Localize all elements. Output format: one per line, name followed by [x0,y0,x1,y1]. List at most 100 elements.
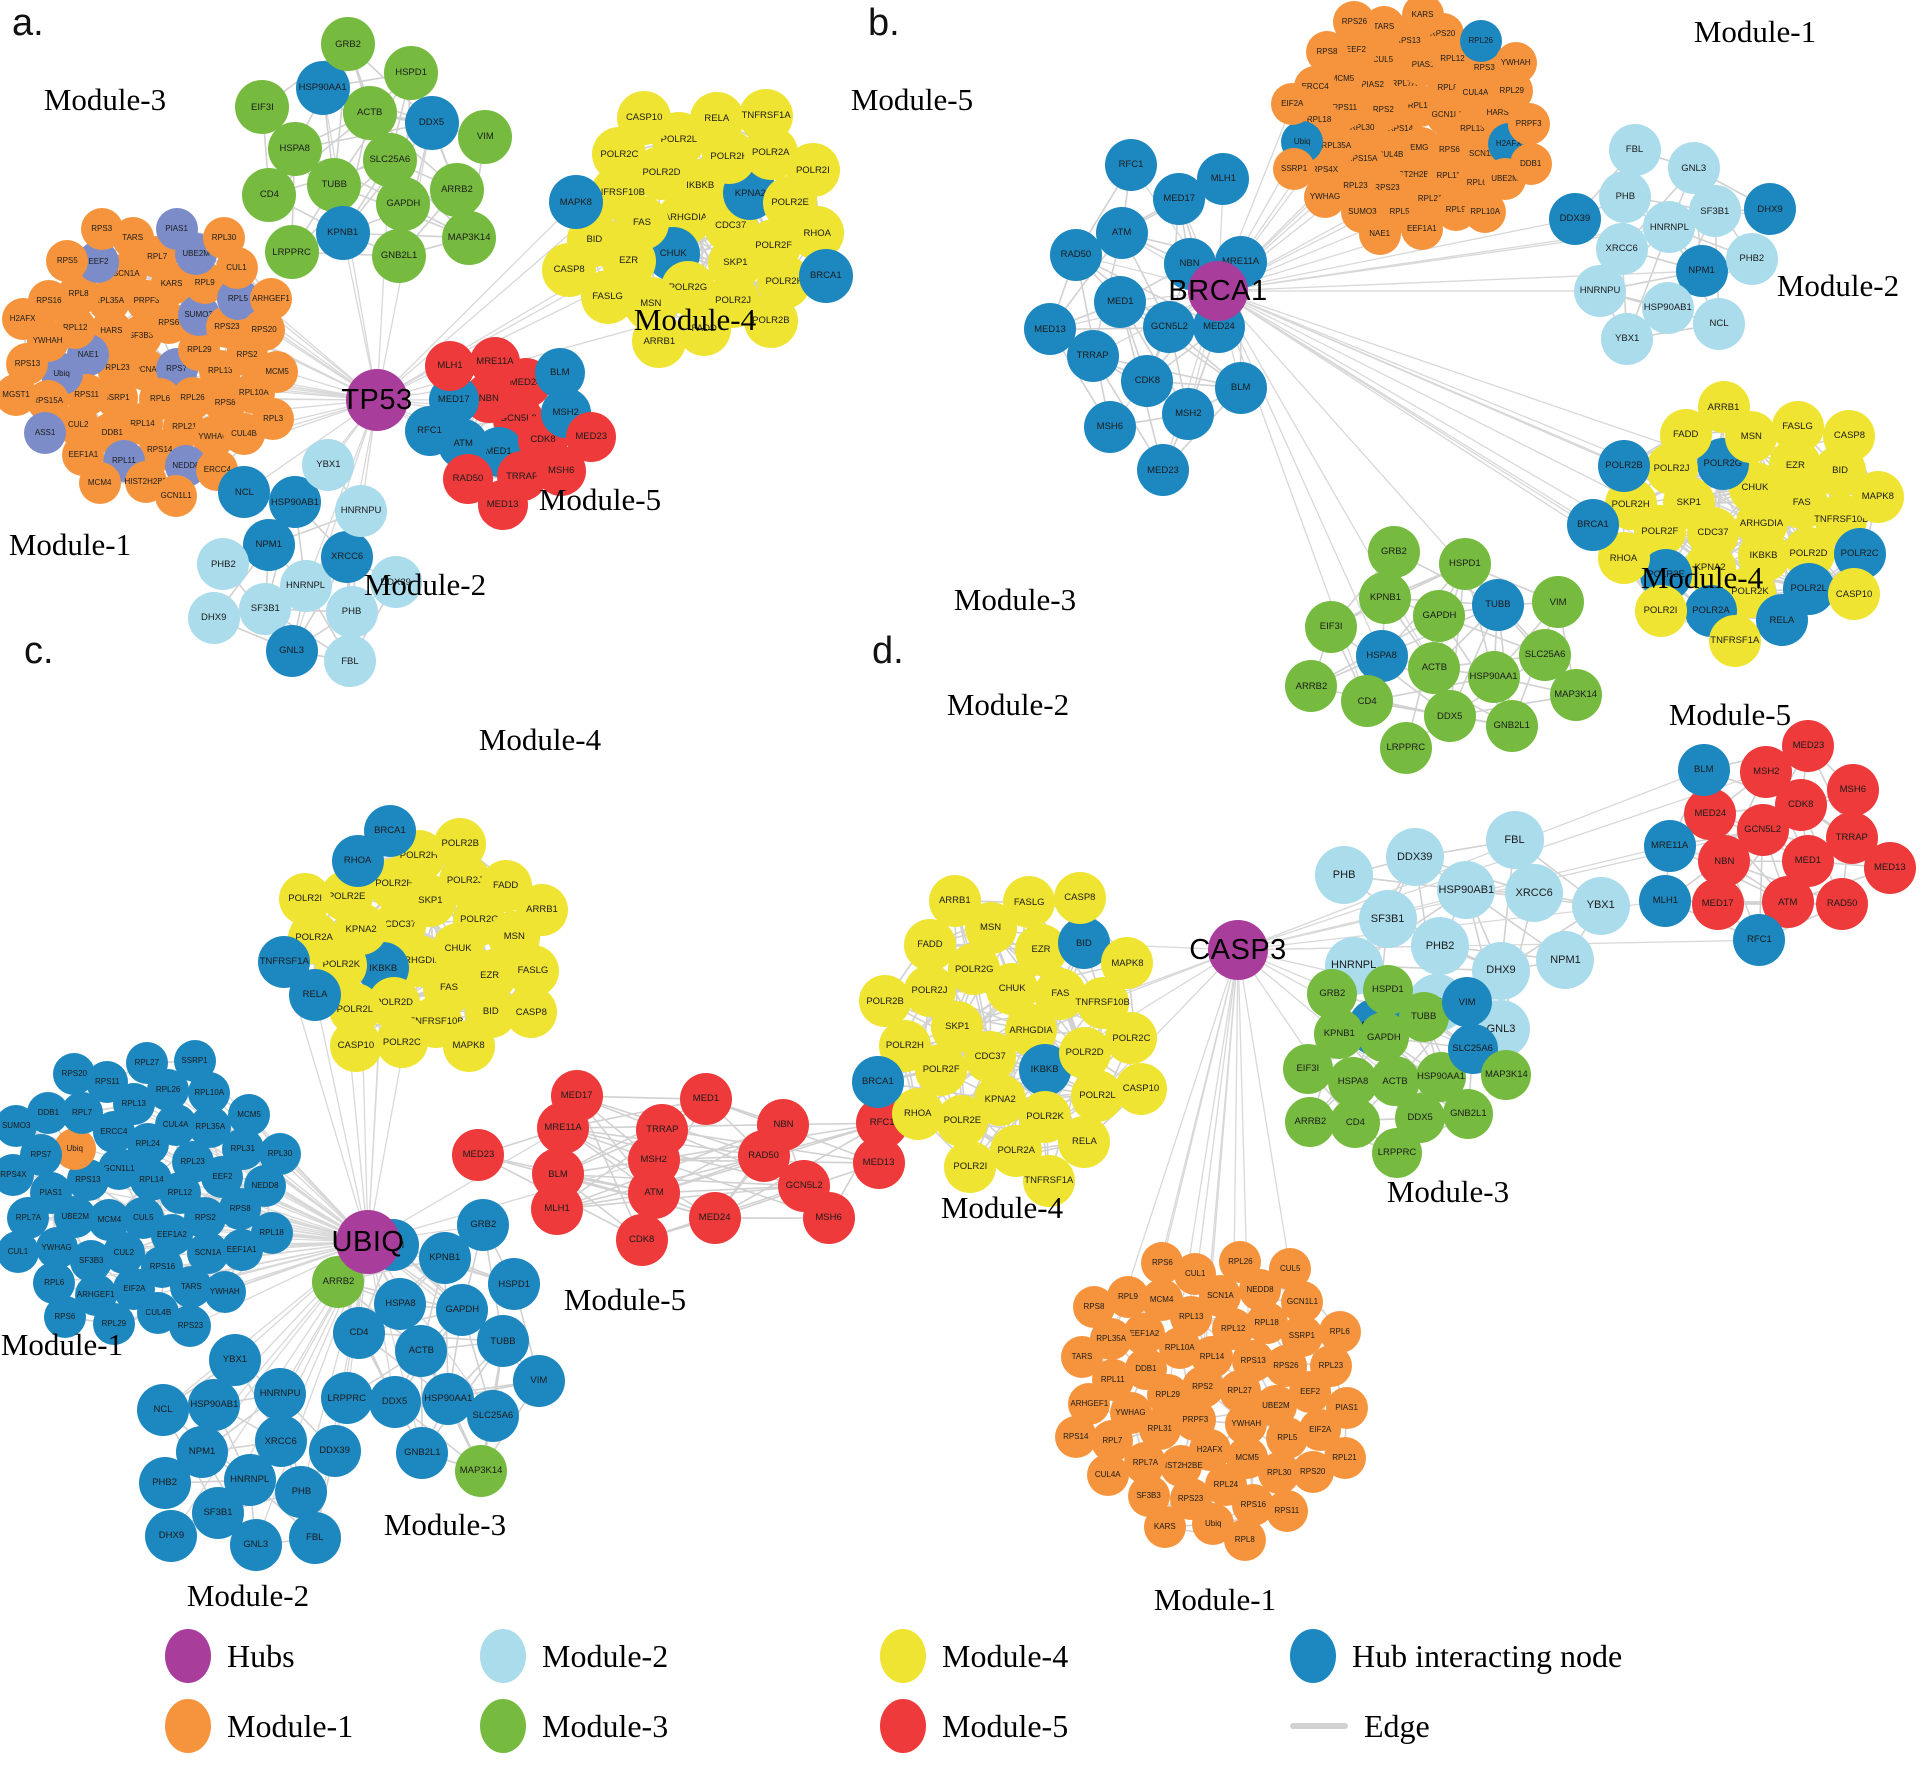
node-Ubiq[interactable]: Ubiq [1192,1503,1235,1546]
node-TRRAP[interactable]: TRRAP [1066,329,1119,382]
node-RPL8[interactable]: RPL8 [1223,1519,1266,1561]
node-ARRB2[interactable]: ARRB2 [312,1255,365,1308]
node-CASP8[interactable]: CASP8 [542,242,597,297]
node-PHB[interactable]: PHB [1315,846,1374,905]
node-YBX1[interactable]: YBX1 [208,1333,261,1386]
node-HSP90AB1[interactable]: HSP90AB1 [1641,281,1694,334]
node-DDX39[interactable]: DDX39 [369,556,422,609]
node-YWHAG[interactable]: YWHAG [1303,176,1346,219]
node-GNB2L1[interactable]: GNB2L1 [372,228,427,283]
node-HSPD1[interactable]: HSPD1 [1438,538,1491,591]
node-GNB2L1[interactable]: GNB2L1 [1443,1088,1494,1139]
node-MSH6[interactable]: MSH6 [1083,400,1136,453]
node-SSRP1[interactable]: SSRP1 [1273,147,1316,190]
node-MAP3K14[interactable]: MAP3K14 [1481,1050,1532,1101]
node-POLR2C[interactable]: POLR2C [1105,1012,1158,1065]
node-RHOA[interactable]: RHOA [891,1087,944,1140]
node-EIF3I[interactable]: EIF3I [235,80,290,135]
node-CASP8[interactable]: CASP8 [1823,409,1876,462]
node-MCM5[interactable]: MCM5 [228,1093,271,1136]
node-NCL[interactable]: NCL [137,1383,189,1436]
hub-CASP3[interactable]: CASP3 [1189,920,1286,980]
node-BLM[interactable]: BLM [1214,361,1267,414]
node-MED23[interactable]: MED23 [1782,719,1835,772]
node-DHX9[interactable]: DHX9 [1744,183,1797,236]
node-GRB2[interactable]: GRB2 [457,1199,510,1252]
node-KPNB1[interactable]: KPNB1 [315,206,370,261]
node-MED23[interactable]: MED23 [452,1128,505,1181]
node-RPL26[interactable]: RPL26 [1459,20,1502,63]
node-BLM[interactable]: BLM [1677,744,1730,797]
node-POLR2L[interactable]: POLR2L [1071,1069,1124,1122]
node-RELA[interactable]: RELA [689,91,744,146]
node-MCM4[interactable]: MCM4 [78,461,121,504]
node-ARRB1[interactable]: ARRB1 [1697,381,1750,434]
node-NPM1[interactable]: NPM1 [1536,931,1595,990]
node-ACTB[interactable]: ACTB [1408,641,1461,694]
node-MAPK8[interactable]: MAPK8 [1101,937,1154,990]
node-POLR2B[interactable]: POLR2B [859,975,912,1028]
node-SF3B1[interactable]: SF3B1 [239,582,292,635]
node-GNB2L1[interactable]: GNB2L1 [396,1426,449,1479]
node-DDX39[interactable]: DDX39 [1548,192,1601,245]
node-RPL21[interactable]: RPL21 [1323,1436,1366,1479]
node-CD4[interactable]: CD4 [332,1306,385,1359]
node-ARRB2[interactable]: ARRB2 [1285,660,1338,713]
node-ASS1[interactable]: ASS1 [24,411,67,454]
node-RELA[interactable]: RELA [1755,594,1808,647]
node-DDB1[interactable]: DDB1 [1509,143,1552,186]
node-RPS23[interactable]: RPS23 [169,1305,212,1348]
node-RPS5[interactable]: RPS5 [46,240,89,283]
node-POLR2I[interactable]: POLR2I [944,1140,997,1193]
node-HNRNPU[interactable]: HNRNPU [335,484,388,537]
node-SF3B1[interactable]: SF3B1 [1688,185,1741,238]
node-RPL30[interactable]: RPL30 [258,1132,301,1175]
node-RPL27[interactable]: RPL27 [125,1042,168,1085]
node-MAPK8[interactable]: MAPK8 [442,1019,495,1072]
hub-UBIQ[interactable]: UBIQ [332,1210,404,1274]
node-PHB[interactable]: PHB [1599,170,1652,223]
node-VIM[interactable]: VIM [512,1354,565,1407]
node-YWHAH[interactable]: YWHAH [1494,42,1537,85]
node-NPM1[interactable]: NPM1 [242,519,295,572]
node-YBX1[interactable]: YBX1 [1571,876,1630,935]
node-MSH6[interactable]: MSH6 [802,1192,855,1245]
node-FBL[interactable]: FBL [288,1512,341,1565]
node-MED17[interactable]: MED17 [1691,877,1744,930]
node-VIM[interactable]: VIM [1442,977,1493,1028]
node-GCN1L1[interactable]: GCN1L1 [155,475,198,518]
node-HSP90AB1[interactable]: HSP90AB1 [1437,861,1496,920]
node-TUBB[interactable]: TUBB [1471,578,1524,631]
node-ATM[interactable]: ATM [628,1166,681,1219]
node-POLR2J[interactable]: POLR2J [903,965,956,1018]
node-POLR2I[interactable]: POLR2I [279,872,332,925]
node-DHX9[interactable]: DHX9 [145,1510,198,1563]
node-YBX1[interactable]: YBX1 [302,438,355,491]
node-CASP10[interactable]: CASP10 [1114,1063,1167,1116]
node-RPS11[interactable]: RPS11 [1265,1490,1308,1533]
node-RPL26[interactable]: RPL26 [1219,1241,1262,1284]
node-EIF3I[interactable]: EIF3I [1282,1043,1333,1094]
node-DDX5[interactable]: DDX5 [368,1375,421,1428]
node-TNFRSF1A[interactable]: TNFRSF1A [739,88,794,143]
node-BRCA1[interactable]: BRCA1 [851,1055,904,1108]
node-MLH1[interactable]: MLH1 [1639,875,1692,928]
node-FASLG[interactable]: FASLG [1771,400,1824,453]
node-EIF2A[interactable]: EIF2A [1271,83,1314,126]
node-HSPA8[interactable]: HSPA8 [374,1278,427,1331]
node-EEF1A1[interactable]: EEF1A1 [1400,207,1443,250]
node-PIAS1[interactable]: PIAS1 [1325,1387,1368,1430]
node-POLR2E[interactable]: POLR2E [936,1094,989,1147]
node-HSPD1[interactable]: HSPD1 [1362,964,1413,1015]
node-PRPF3[interactable]: PRPF3 [1507,103,1550,146]
node-LRPPRC[interactable]: LRPPRC [264,225,319,280]
node-ARHGEF1[interactable]: ARHGEF1 [249,277,292,320]
node-ARRB2[interactable]: ARRB2 [429,162,484,217]
node-MLH1[interactable]: MLH1 [531,1183,584,1236]
node-VIM[interactable]: VIM [1532,576,1585,629]
node-BLM[interactable]: BLM [534,348,585,399]
node-TNFRSF1A[interactable]: TNFRSF1A [1022,1155,1075,1208]
node-ARRB1[interactable]: ARRB1 [928,874,981,927]
node-NBN[interactable]: NBN [1698,835,1751,888]
node-FADD[interactable]: FADD [677,301,732,356]
